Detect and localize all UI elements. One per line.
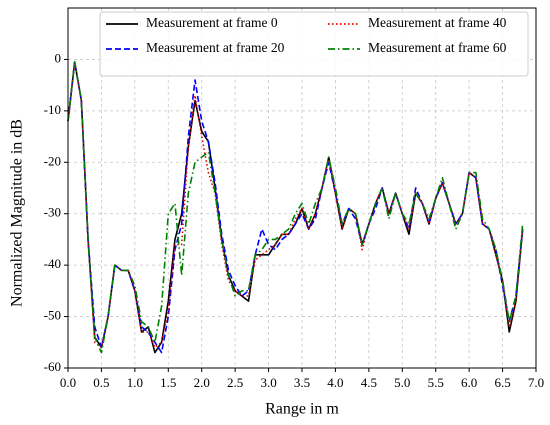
y-tick-label: -50 — [44, 308, 61, 323]
data-line — [67, 61, 524, 354]
y-tick-label: -60 — [44, 359, 61, 374]
data-line — [67, 61, 524, 349]
x-tick-label: 6.0 — [461, 375, 477, 390]
legend-label: Measurement at frame 60 — [368, 40, 507, 55]
x-tick-label: 0.0 — [60, 375, 76, 390]
x-tick-label: 3.5 — [294, 375, 310, 390]
data-line — [67, 61, 524, 354]
x-tick-label: 0.5 — [93, 375, 109, 390]
x-tick-label: 2.5 — [227, 375, 243, 390]
x-tick-label: 2.0 — [194, 375, 210, 390]
y-tick-label: -20 — [44, 153, 61, 168]
legend-label: Measurement at frame 0 — [146, 15, 278, 30]
x-tick-label: 3.0 — [260, 375, 276, 390]
x-tick-label: 4.0 — [327, 375, 343, 390]
plot-frame — [67, 7, 537, 369]
x-tick-label: 1.5 — [160, 375, 176, 390]
x-tick-label: 5.0 — [394, 375, 410, 390]
x-tick-label: 1.0 — [127, 375, 143, 390]
y-tick-label: -30 — [44, 205, 61, 220]
x-tick-label: 6.5 — [494, 375, 510, 390]
legend-box — [99, 11, 529, 77]
y-tick-label: -40 — [44, 256, 61, 271]
y-tick-label: 0 — [55, 50, 62, 65]
legend-label: Measurement at frame 40 — [368, 15, 507, 30]
x-tick-label: 5.5 — [428, 375, 444, 390]
x-tick-label: 4.5 — [361, 375, 377, 390]
x-axis-title: Range in m — [265, 401, 339, 418]
y-tick-label: -10 — [44, 102, 61, 117]
legend-label: Measurement at frame 20 — [146, 40, 285, 55]
y-axis-title: Normalized Magnitude in dB — [9, 119, 26, 307]
x-tick-label: 7.0 — [528, 375, 544, 390]
data-line — [67, 61, 524, 354]
